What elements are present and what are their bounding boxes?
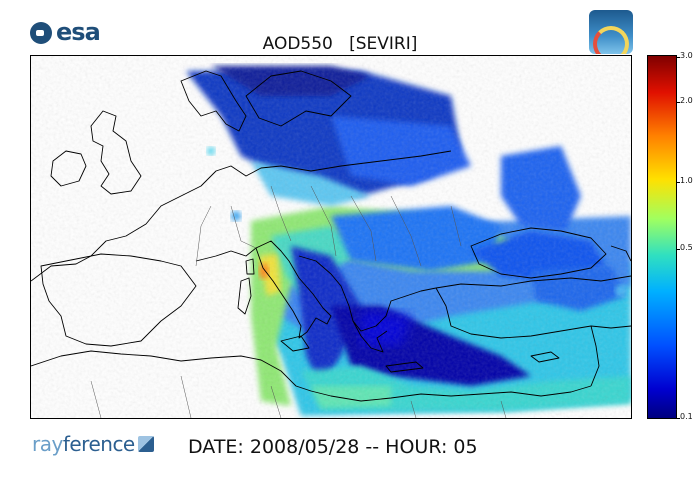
colorbar-tick-label: 0.1 — [680, 412, 693, 421]
esa-emblem-icon — [30, 22, 52, 44]
rainbow-arc-icon — [593, 26, 629, 54]
date-hour-label: DATE: 2008/05/28 -- HOUR: 05 — [188, 436, 478, 458]
colorbar-tick-label: 0.5 — [680, 243, 693, 252]
colorbar-tick-mark — [676, 182, 680, 183]
colorbar — [647, 55, 677, 419]
esa-wordmark: esa — [56, 18, 101, 46]
aod-map-canvas — [31, 56, 631, 418]
rayference-cube-icon — [137, 436, 154, 452]
rayference-logo: rayference — [32, 432, 154, 456]
colorbar-tick-label: 1.0 — [680, 176, 693, 185]
aod-map — [30, 55, 632, 419]
coastlines — [31, 70, 631, 402]
colorbar-tick-label: 2.0 — [680, 96, 693, 105]
rayference-suffix: ference — [62, 432, 135, 456]
colorbar-tick-mark — [676, 57, 680, 58]
colorbar-tick-mark — [676, 249, 680, 250]
colorbar-tick-mark — [676, 418, 680, 419]
esa-logo: esa — [30, 18, 110, 48]
colorbar-tick-label: 3.0 — [680, 51, 693, 60]
borders — [90, 185, 507, 418]
rayference-prefix: ray — [32, 432, 63, 456]
colorbar-tick-mark — [676, 102, 680, 103]
climate-cci-logo-icon — [589, 10, 633, 54]
map-title: AOD550 [SEVIRI] — [262, 34, 418, 54]
